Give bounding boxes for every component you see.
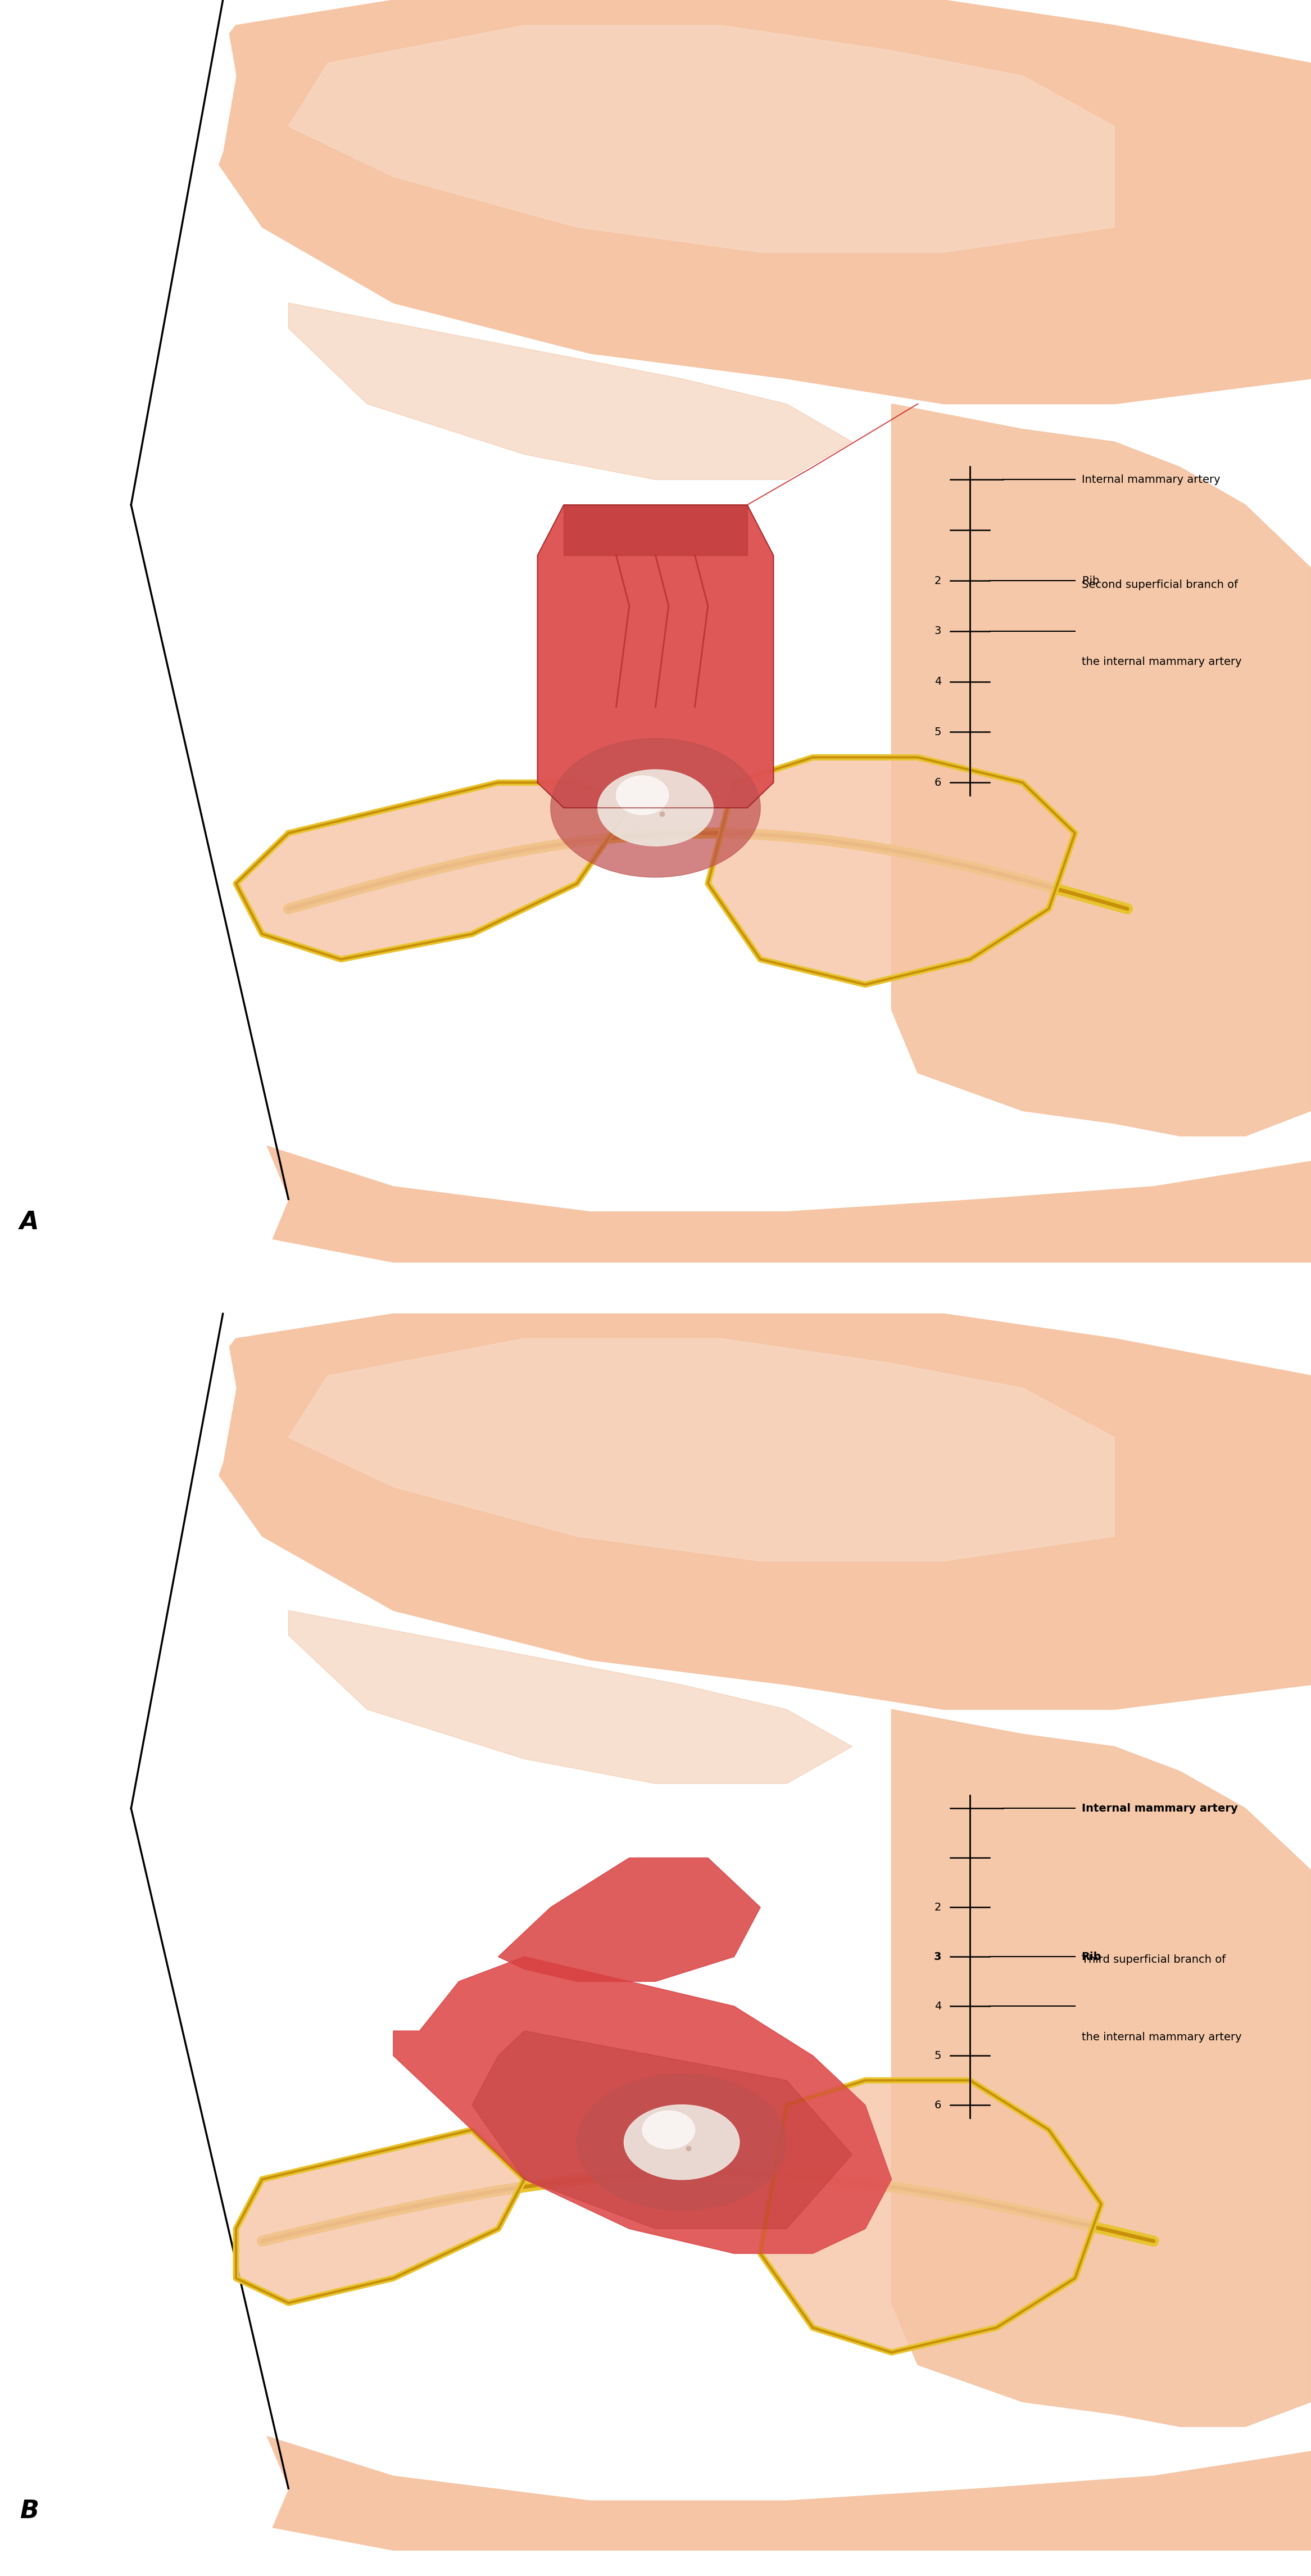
Text: 2: 2 [935, 574, 941, 585]
Polygon shape [564, 505, 747, 556]
Text: 2: 2 [935, 1901, 941, 1911]
Polygon shape [236, 2130, 524, 2303]
Polygon shape [538, 505, 773, 809]
Polygon shape [223, 1136, 1311, 1262]
Text: 5: 5 [935, 726, 941, 737]
Text: 3: 3 [933, 1953, 941, 1963]
Text: 4: 4 [935, 677, 941, 688]
Bar [0, 0, 1311, 1262]
Ellipse shape [551, 739, 760, 878]
Text: Internal mammary artery: Internal mammary artery [1082, 1803, 1238, 1814]
Ellipse shape [624, 2105, 739, 2179]
Polygon shape [236, 783, 629, 958]
Text: Third superficial branch of: Third superficial branch of [1082, 1955, 1226, 1965]
Polygon shape [498, 1857, 760, 1981]
Polygon shape [393, 1958, 891, 2254]
Polygon shape [0, 2056, 288, 2550]
Polygon shape [0, 1314, 236, 2056]
Text: B: B [20, 2499, 39, 2522]
Text: Rib: Rib [1082, 1953, 1101, 1963]
Polygon shape [708, 757, 1075, 984]
Ellipse shape [598, 770, 713, 845]
Text: 5: 5 [935, 2050, 941, 2061]
Polygon shape [0, 0, 236, 757]
Polygon shape [288, 304, 852, 479]
Polygon shape [197, 1314, 1311, 1710]
Text: Second superficial branch of: Second superficial branch of [1082, 580, 1238, 590]
Text: 6: 6 [935, 778, 941, 788]
Polygon shape [538, 505, 773, 809]
Polygon shape [197, 0, 1311, 404]
Text: the internal mammary artery: the internal mammary artery [1082, 657, 1242, 667]
Text: 3: 3 [935, 626, 941, 636]
Text: A: A [20, 1211, 39, 1234]
Polygon shape [0, 757, 288, 1262]
Text: Internal mammary artery: Internal mammary artery [1082, 474, 1221, 484]
Text: Rib: Rib [1082, 574, 1099, 585]
Polygon shape [760, 2081, 1101, 2352]
Text: 6: 6 [935, 2099, 941, 2110]
Text: the internal mammary artery: the internal mammary artery [1082, 2032, 1242, 2043]
Ellipse shape [642, 2110, 695, 2148]
Polygon shape [472, 2030, 852, 2228]
Polygon shape [223, 2427, 1311, 2550]
Ellipse shape [616, 775, 669, 814]
Text: 4: 4 [935, 2002, 941, 2012]
Polygon shape [288, 26, 1114, 252]
Bar [0, 1314, 1311, 2550]
Ellipse shape [577, 2074, 787, 2210]
Polygon shape [891, 404, 1311, 1136]
Polygon shape [288, 1340, 1114, 1561]
Polygon shape [891, 1710, 1311, 2427]
Polygon shape [393, 1958, 891, 2254]
Polygon shape [288, 1610, 852, 1783]
